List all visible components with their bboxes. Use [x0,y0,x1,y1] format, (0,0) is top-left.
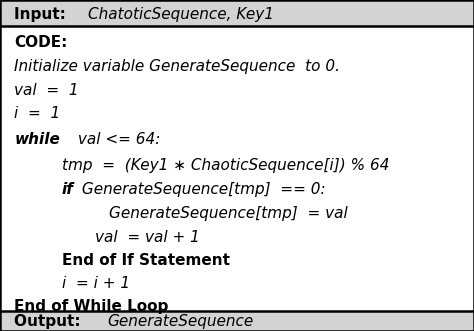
Text: End of If Statement: End of If Statement [62,253,229,268]
Text: ChatoticSequence, Key1: ChatoticSequence, Key1 [88,7,274,23]
Text: GenerateSequence[tmp]  == 0:: GenerateSequence[tmp] == 0: [77,182,326,197]
Text: Initialize variable GenerateSequence  to 0.: Initialize variable GenerateSequence to … [14,59,340,74]
Text: CODE:: CODE: [14,35,68,50]
Text: i  = i + 1: i = i + 1 [62,276,130,291]
Text: val <= 64:: val <= 64: [73,132,161,147]
Text: if: if [62,182,73,197]
Text: val  =  1: val = 1 [14,82,79,98]
Text: GenerateSequence[tmp]  = val: GenerateSequence[tmp] = val [109,206,348,221]
Text: while: while [14,132,60,147]
Text: Output:: Output: [14,314,86,329]
Bar [0,311,474,331]
Text: i  =  1: i = 1 [14,106,61,121]
Text: val  = val + 1: val = val + 1 [95,230,200,245]
Text: Input:: Input: [14,7,72,23]
Text: GenerateSequence: GenerateSequence [107,314,253,329]
Bar [0,0,474,26]
Text: tmp  =  (Key1 ∗ ChaoticSequence[i]) % 64: tmp = (Key1 ∗ ChaoticSequence[i]) % 64 [62,158,389,173]
Text: End of While Loop: End of While Loop [14,299,169,314]
